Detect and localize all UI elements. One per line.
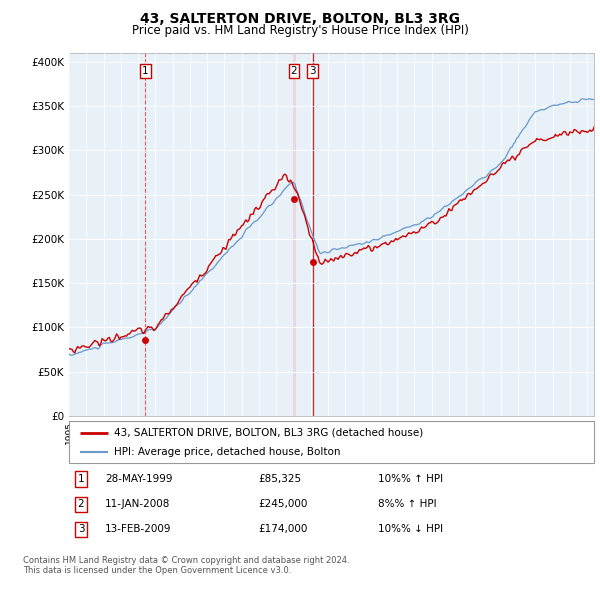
- Text: 1: 1: [77, 474, 85, 484]
- Text: 2: 2: [77, 500, 85, 509]
- FancyBboxPatch shape: [69, 421, 594, 463]
- Text: £85,325: £85,325: [258, 474, 301, 484]
- Text: £245,000: £245,000: [258, 500, 307, 509]
- Text: 2: 2: [291, 66, 298, 76]
- Text: 3: 3: [310, 66, 316, 76]
- Text: 28-MAY-1999: 28-MAY-1999: [105, 474, 173, 484]
- Text: 43, SALTERTON DRIVE, BOLTON, BL3 3RG (detached house): 43, SALTERTON DRIVE, BOLTON, BL3 3RG (de…: [113, 428, 423, 438]
- Text: Price paid vs. HM Land Registry's House Price Index (HPI): Price paid vs. HM Land Registry's House …: [131, 24, 469, 37]
- Text: 43, SALTERTON DRIVE, BOLTON, BL3 3RG: 43, SALTERTON DRIVE, BOLTON, BL3 3RG: [140, 12, 460, 26]
- Text: 10%% ↓ HPI: 10%% ↓ HPI: [378, 525, 443, 534]
- Text: This data is licensed under the Open Government Licence v3.0.: This data is licensed under the Open Gov…: [23, 566, 291, 575]
- Text: 13-FEB-2009: 13-FEB-2009: [105, 525, 172, 534]
- Text: 1: 1: [142, 66, 148, 76]
- Text: 8%% ↑ HPI: 8%% ↑ HPI: [378, 500, 437, 509]
- Text: £174,000: £174,000: [258, 525, 307, 534]
- Text: HPI: Average price, detached house, Bolton: HPI: Average price, detached house, Bolt…: [113, 447, 340, 457]
- Text: 10%% ↑ HPI: 10%% ↑ HPI: [378, 474, 443, 484]
- Text: 3: 3: [77, 525, 85, 534]
- Text: 11-JAN-2008: 11-JAN-2008: [105, 500, 170, 509]
- Text: Contains HM Land Registry data © Crown copyright and database right 2024.: Contains HM Land Registry data © Crown c…: [23, 556, 349, 565]
